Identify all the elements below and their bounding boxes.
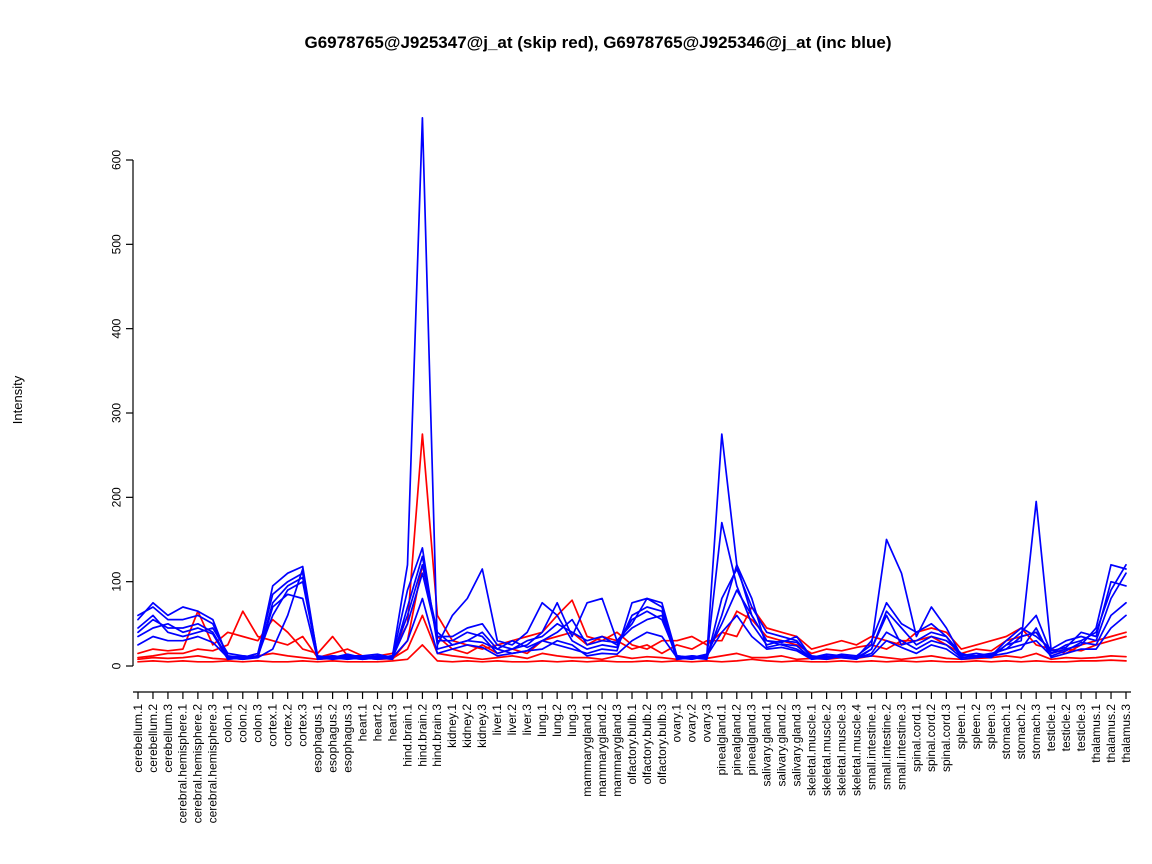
y-tick-label: 300 [110, 403, 124, 423]
x-tick-label: cerebral.hemisphere.2 [191, 704, 205, 824]
x-tick-label: spinal.cord.1 [909, 704, 923, 772]
x-tick-label: kidney.2 [460, 704, 474, 748]
x-tick-label: testicle.1 [1044, 704, 1058, 752]
x-tick-label: salivary.gland.2 [775, 704, 789, 787]
x-tick-label: colon.2 [236, 704, 250, 743]
x-tick-label: ovary.2 [685, 704, 699, 743]
x-tick-label: heart.2 [370, 704, 384, 742]
x-tick-label: pinealgland.1 [715, 704, 729, 776]
series-line-skip.1 [137, 433, 1127, 659]
x-tick-label: skeletal.muscle.1 [804, 704, 818, 796]
y-tick-label: 400 [110, 318, 124, 338]
x-tick-label: esophagus.1 [310, 704, 324, 773]
x-tick-label: salivary.gland.1 [760, 704, 774, 787]
x-tick-label: ovary.1 [670, 704, 684, 743]
chart-title: G6978765@J925347@j_at (skip red), G69787… [304, 33, 891, 52]
plot-area: cerebellum.1 cerebellum.2 cerebellum.3 cere… [110, 116, 1133, 824]
x-tick-label: mammarygland.1 [580, 704, 594, 797]
x-tick-label: esophagus.3 [340, 704, 354, 773]
x-tick-label: liver.2 [505, 704, 519, 736]
x-tick-label: stomach.3 [1029, 704, 1043, 760]
series-line-inc.6 [137, 563, 1127, 659]
x-tick-label: kidney.3 [475, 704, 489, 748]
x-tick-label: esophagus.2 [325, 704, 339, 773]
x-tick-label: hind.brain.1 [400, 704, 414, 767]
x-tick-label: colon.3 [251, 704, 265, 743]
x-tick-label: testicle.3 [1074, 704, 1088, 752]
x-tick-label: cerebellum.1 [131, 704, 145, 773]
x-tick-label: stomach.2 [1014, 704, 1028, 760]
y-tick-label: 0 [110, 662, 124, 669]
x-tick-label: skeletal.muscle.2 [819, 704, 833, 796]
y-tick-label: 200 [110, 487, 124, 507]
y-tick-label: 500 [110, 234, 124, 254]
y-tick-label: 100 [110, 571, 124, 591]
x-tick-label: olfactory.bulb.2 [640, 704, 654, 785]
x-tick-label: spinal.cord.3 [939, 704, 953, 772]
x-tick-label: cerebellum.3 [161, 704, 175, 773]
x-tick-label: salivary.gland.3 [790, 704, 804, 787]
x-tick-label: hind.brain.3 [430, 704, 444, 767]
x-tick-label: kidney.1 [445, 704, 459, 748]
y-tick-label: 600 [110, 150, 124, 170]
x-tick-label: ovary.3 [700, 704, 714, 743]
x-tick-label: cortex.3 [296, 704, 310, 747]
x-tick-label: pinealgland.2 [730, 704, 744, 776]
x-tick-label: mammarygland.2 [595, 704, 609, 797]
x-tick-label: liver.1 [490, 704, 504, 736]
x-tick-label: lung.2 [550, 704, 564, 737]
x-tick-label: lung.3 [565, 704, 579, 737]
x-tick-label: small.intestine.2 [879, 704, 893, 790]
x-tick-label: stomach.1 [999, 704, 1013, 760]
x-tick-label: cortex.1 [266, 704, 280, 747]
x-tick-label: lung.1 [535, 704, 549, 737]
x-tick-label: small.intestine.1 [864, 704, 878, 790]
x-tick-label: spinal.cord.2 [924, 704, 938, 772]
x-tick-label: olfactory.bulb.3 [655, 704, 669, 785]
x-tick-label: skeletal.muscle.4 [849, 704, 863, 796]
x-tick-label: liver.3 [520, 704, 534, 736]
x-tick-label: hind.brain.2 [415, 704, 429, 767]
y-axis-label: Intensity [10, 375, 25, 424]
x-tick-label: mammarygland.3 [610, 704, 624, 797]
x-tick-label: heart.3 [385, 704, 399, 742]
x-tick-label: spleen.2 [969, 704, 983, 750]
x-tick-label: thalamus.1 [1089, 704, 1103, 763]
series-line-inc.5 [137, 568, 1127, 661]
x-tick-label: cerebral.hemisphere.3 [206, 704, 220, 824]
x-tick-label: pinealgland.3 [745, 704, 759, 776]
x-tick-label: olfactory.bulb.1 [625, 704, 639, 785]
x-tick-label: colon.1 [221, 704, 235, 743]
x-tick-label: spleen.3 [984, 704, 998, 750]
x-tick-label: cerebral.hemisphere.1 [176, 704, 190, 824]
series-line-skip.4 [137, 644, 1127, 663]
x-tick-label: skeletal.muscle.3 [834, 704, 848, 796]
x-tick-label: testicle.2 [1059, 704, 1073, 752]
x-tick-label: cerebellum.2 [146, 704, 160, 773]
x-tick-label: small.intestine.3 [894, 704, 908, 790]
x-tick-label: thalamus.2 [1104, 704, 1118, 763]
x-tick-label: heart.1 [355, 704, 369, 742]
x-tick-label: thalamus.3 [1119, 704, 1133, 763]
x-tick-label: cortex.2 [281, 704, 295, 747]
x-tick-label: spleen.1 [954, 704, 968, 750]
